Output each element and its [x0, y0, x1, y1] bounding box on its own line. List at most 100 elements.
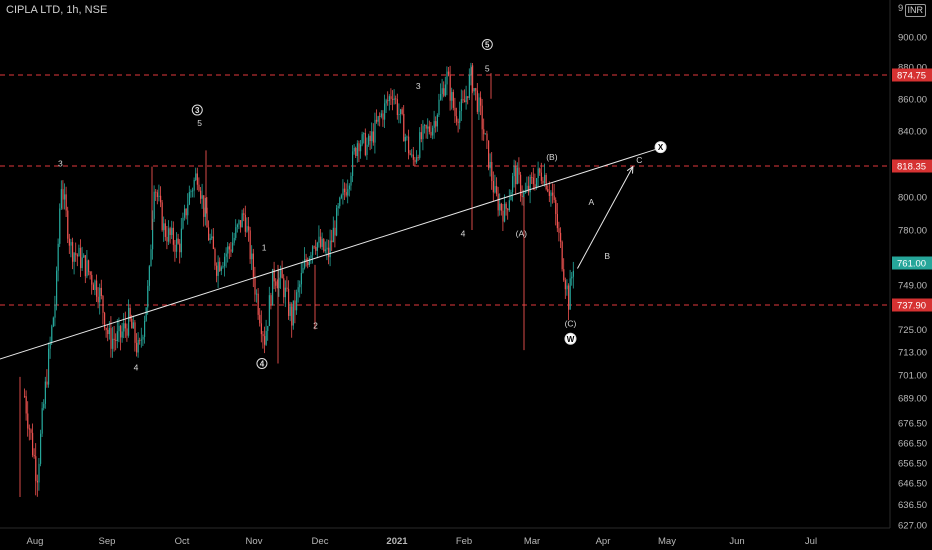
- candle-body: [326, 247, 328, 250]
- candle-body: [124, 323, 126, 329]
- candle-body: [180, 228, 182, 253]
- candle-body: [198, 184, 200, 191]
- price-level-labels: 874.75 818.35 737.90 761.00: [892, 68, 932, 312]
- candle-body: [339, 197, 341, 207]
- time-tick-label: Sep: [99, 536, 116, 547]
- candle-body: [395, 98, 397, 100]
- candle-body: [291, 306, 293, 326]
- candle-body: [414, 159, 416, 163]
- candle-body: [446, 71, 448, 85]
- candle-body: [438, 99, 440, 115]
- candle-body: [436, 114, 438, 127]
- candle-body: [248, 226, 250, 231]
- time-tick-label: May: [658, 536, 676, 547]
- candle-body: [227, 246, 229, 254]
- candle-body: [492, 181, 494, 193]
- candle-body: [40, 433, 42, 464]
- candle-body: [57, 243, 59, 271]
- candle-body: [73, 253, 75, 262]
- candle-body: [163, 223, 165, 231]
- candle-body: [422, 125, 424, 140]
- candle-body: [147, 285, 149, 308]
- level-price-tag: [892, 159, 932, 173]
- candle-body: [491, 161, 493, 182]
- candle-body: [558, 228, 560, 233]
- candle-body: [264, 336, 266, 345]
- candle-body: [320, 236, 322, 247]
- candle-body: [107, 329, 109, 335]
- candle-body: [342, 188, 344, 196]
- candle-body: [324, 249, 326, 252]
- candle-body: [201, 195, 203, 199]
- price-tick-label: 780.00: [898, 226, 927, 237]
- candle-body: [344, 188, 346, 193]
- candle-body: [464, 100, 466, 103]
- candle-body: [508, 200, 510, 211]
- candle-body: [560, 232, 562, 242]
- candle-body: [35, 456, 37, 481]
- candle-body: [483, 129, 485, 135]
- candle-body: [553, 195, 555, 200]
- candle-body: [41, 408, 43, 434]
- symbol-title[interactable]: CIPLA LTD, 1h, NSE: [6, 4, 108, 16]
- wave-label: 4: [461, 228, 466, 238]
- time-tick-label: Apr: [596, 536, 611, 547]
- candle-body: [403, 113, 405, 142]
- candle-body: [145, 307, 147, 322]
- last-price-tag: [892, 256, 932, 270]
- wave-label: A: [589, 197, 595, 207]
- candle-body: [70, 242, 72, 246]
- candle-body: [544, 174, 546, 184]
- candle-body: [425, 125, 427, 129]
- candle-body: [36, 480, 38, 483]
- candle-body: [475, 88, 477, 91]
- candle-body: [409, 153, 411, 155]
- candle-body: [212, 236, 214, 249]
- currency-badge[interactable]: INR: [904, 4, 926, 17]
- candle-body: [454, 107, 456, 117]
- candle-body: [548, 191, 550, 196]
- candle-body: [435, 121, 437, 127]
- projection-arrows: [0, 146, 663, 360]
- candle-body: [24, 396, 26, 397]
- candle-body: [497, 193, 499, 211]
- candle-body: [38, 463, 40, 483]
- candle-body: [96, 280, 98, 297]
- candle-body: [148, 266, 150, 286]
- price-tick-label: 749.00: [898, 280, 927, 291]
- candle-body: [328, 247, 330, 258]
- candle-body: [168, 228, 170, 242]
- candle-body: [80, 247, 82, 269]
- candle-body: [432, 127, 434, 136]
- candle-body: [225, 253, 227, 257]
- candle-body: [286, 287, 288, 289]
- candle-body: [416, 157, 418, 163]
- candle-body: [182, 217, 184, 229]
- candle-body: [424, 125, 426, 126]
- candle-body: [179, 243, 181, 253]
- candle-body: [97, 296, 99, 303]
- candle-body: [211, 236, 213, 239]
- price-axis[interactable]: 627.00 636.50 646.50 656.50 666.50 676.50 689.…: [889, 0, 927, 532]
- candle-body: [244, 214, 246, 232]
- candle-body: [536, 178, 538, 188]
- candle-body: [443, 88, 445, 96]
- candle-body: [408, 136, 410, 154]
- candle-body: [336, 208, 338, 236]
- candle-body: [361, 134, 363, 145]
- time-axis[interactable]: Aug Sep Oct Nov Dec 2021 Feb Mar Apr May Jun Jul: [0, 527, 890, 547]
- time-tick-label: Jun: [729, 536, 744, 547]
- candle-body: [99, 287, 101, 303]
- candle-body: [132, 322, 134, 329]
- candle-body: [228, 246, 230, 250]
- candle-body: [419, 132, 421, 158]
- candle-body: [371, 131, 373, 142]
- candle-body: [236, 224, 238, 228]
- candle-body: [390, 96, 392, 99]
- candle-body: [505, 203, 507, 209]
- candle-body: [457, 121, 459, 123]
- candle-body: [283, 278, 285, 298]
- candle-body: [208, 227, 210, 241]
- candle-body: [62, 189, 64, 200]
